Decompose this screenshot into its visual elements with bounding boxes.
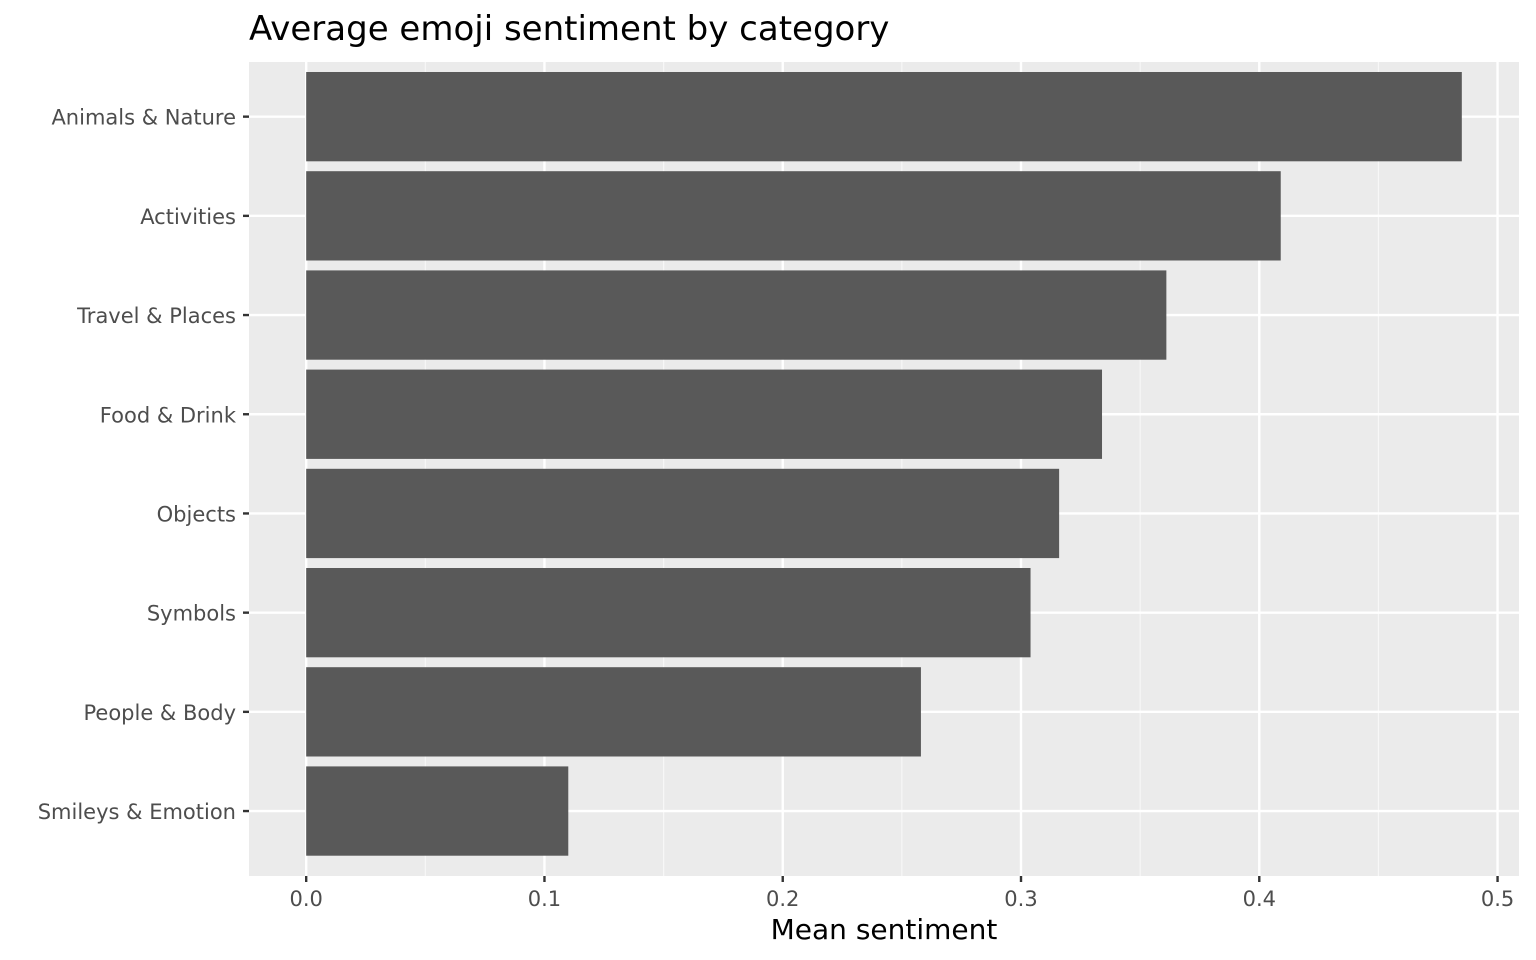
y-tick-label: Symbols (147, 602, 236, 626)
y-tick-label: People & Body (83, 701, 236, 725)
x-axis-title: Mean sentiment (771, 913, 998, 946)
chart-title: Average emoji sentiment by category (249, 9, 889, 49)
y-tick-label: Activities (140, 205, 236, 229)
y-axis: Animals & Nature Activities Travel & Place… (38, 106, 249, 824)
bar (306, 369, 1103, 459)
bars (306, 72, 1462, 856)
bar (306, 667, 921, 757)
bar (306, 171, 1281, 261)
y-tick-label: Objects (157, 502, 236, 526)
x-axis: 0.0 0.1 0.2 0.3 0.4 0.5 (289, 876, 1514, 911)
y-tick-label: Animals & Nature (51, 106, 236, 130)
y-tick-label: Smileys & Emotion (38, 800, 236, 824)
x-tick-label: 0.1 (528, 887, 561, 911)
bar (306, 72, 1462, 162)
bar (306, 568, 1031, 658)
y-tick-label: Food & Drink (100, 403, 237, 427)
x-tick-label: 0.0 (289, 887, 322, 911)
x-tick-label: 0.2 (766, 887, 799, 911)
x-tick-label: 0.5 (1481, 887, 1514, 911)
bar (306, 468, 1060, 559)
y-tick-label: Travel & Places (76, 304, 236, 328)
x-tick-label: 0.4 (1243, 887, 1276, 911)
bar (306, 270, 1167, 360)
bar (306, 766, 569, 856)
x-tick-label: 0.3 (1004, 887, 1037, 911)
